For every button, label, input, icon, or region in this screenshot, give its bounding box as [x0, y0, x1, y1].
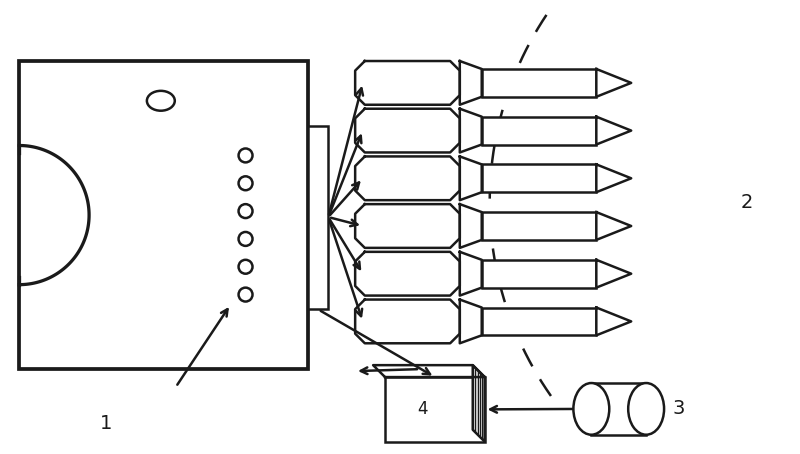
Ellipse shape [574, 383, 610, 435]
Ellipse shape [628, 383, 664, 435]
Polygon shape [596, 69, 631, 97]
Polygon shape [460, 204, 482, 248]
Polygon shape [460, 300, 482, 343]
Polygon shape [596, 307, 631, 336]
Bar [591, 383, 646, 435]
Text: 4: 4 [418, 400, 428, 419]
Polygon shape [460, 157, 482, 200]
Text: 2: 2 [741, 192, 753, 212]
Bar [482, 307, 596, 336]
Polygon shape [373, 365, 485, 377]
Polygon shape [355, 252, 460, 296]
Polygon shape [596, 164, 631, 192]
Text: 3: 3 [673, 400, 686, 419]
Polygon shape [355, 109, 460, 153]
Text: 1: 1 [100, 415, 112, 433]
Polygon shape [355, 300, 460, 343]
Ellipse shape [238, 204, 253, 218]
Bar [19, 61, 308, 369]
Polygon shape [473, 365, 485, 442]
Ellipse shape [238, 288, 253, 301]
Polygon shape [355, 157, 460, 200]
Ellipse shape [238, 260, 253, 274]
Bar [308, 126, 328, 310]
Polygon shape [460, 109, 482, 153]
Polygon shape [460, 61, 482, 105]
Ellipse shape [238, 176, 253, 190]
Bar [482, 117, 596, 144]
Polygon shape [460, 252, 482, 296]
Bar [482, 164, 596, 192]
Polygon shape [596, 260, 631, 288]
Ellipse shape [238, 232, 253, 246]
Polygon shape [355, 204, 460, 248]
Polygon shape [596, 212, 631, 240]
Ellipse shape [147, 91, 174, 111]
Bar [482, 212, 596, 240]
Ellipse shape [238, 148, 253, 163]
Bar [482, 69, 596, 97]
Bar [482, 260, 596, 288]
Polygon shape [355, 61, 460, 105]
Polygon shape [596, 117, 631, 144]
Bar [385, 377, 485, 442]
